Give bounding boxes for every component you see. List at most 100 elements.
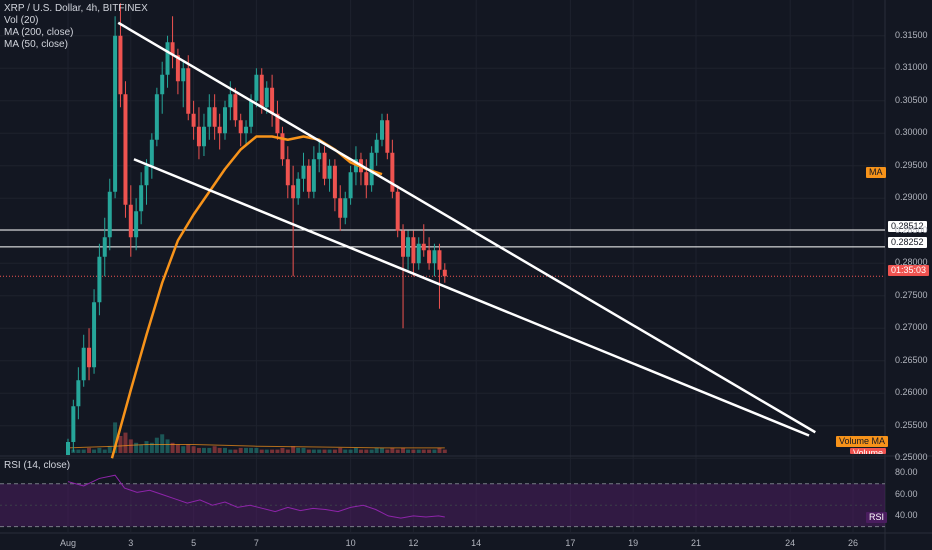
volume-bar [270,449,275,453]
volume-bar [275,449,280,453]
candle [380,120,384,140]
price-tick-label: 0.25500 [895,419,928,430]
volume-bar [128,439,133,453]
volume-bar [228,449,233,453]
candle [71,406,76,442]
volume-bar [123,432,128,453]
candle [421,243,426,251]
candle [280,133,285,160]
ma200-legend: MA (200, close) [4,27,74,38]
rsi-legend: RSI (14, close) [4,460,71,471]
volume-bar [186,444,191,453]
candle [160,74,165,95]
volume-bar [154,437,159,453]
volume-bar [144,441,149,453]
candle [118,35,123,95]
price-tick-label: 0.25000 [895,452,928,463]
candle [128,204,133,238]
volume-bar [175,444,180,453]
volume-bar [343,449,348,453]
candle [270,87,275,114]
volume-bar [311,449,316,453]
candle [123,94,128,205]
vol-legend: Vol (20) [4,15,39,26]
candle [238,120,243,134]
volume-bar [348,449,353,453]
volume-bar [280,447,285,453]
price-tick-label: 0.27000 [895,322,928,333]
volume-bar [233,449,238,453]
volume-bar [416,449,421,453]
candle [87,347,92,368]
volume-bar [401,447,406,453]
volume-bar [107,446,112,453]
volume-bar [338,447,343,453]
volume-bar [317,449,322,453]
volume-bar [191,446,196,453]
volume-bar [160,434,165,453]
candle [296,178,301,199]
volume-bar [118,436,123,453]
price-tick-label: 0.30500 [895,94,928,105]
volume-bar [427,449,432,453]
candle [249,100,254,127]
volume-bar [437,447,442,453]
rsi-line [67,474,445,519]
candle [217,126,222,134]
time-tick-label: 12 [408,538,419,548]
volume-ma-tag: Volume MA [836,436,889,447]
price-tick-label: 0.28500 [895,224,928,235]
volume-bar [306,449,311,453]
candle [427,250,432,264]
volume-bar [102,449,107,453]
candle [201,126,206,147]
volume-bar [406,449,411,453]
time-tick-label: 19 [628,538,639,548]
volume-bar [134,442,139,453]
price-tick-label: 0.26000 [895,387,928,398]
time-tick-label: 10 [345,538,356,548]
candle [401,230,406,257]
volume-bar [364,449,369,453]
volume-bar [165,439,170,453]
time-tick-label: 17 [565,538,576,548]
trendline [133,158,810,437]
candle [66,442,70,455]
time-tick-label: Aug [59,538,77,548]
candle [348,172,353,199]
volume-bar [296,447,301,453]
volume-bar [322,449,327,453]
candle [196,126,201,147]
volume-bar [432,449,437,453]
candle [207,107,212,127]
price-tick-label: 0.29000 [895,192,928,203]
level-tag-2: 0.28252 [888,237,927,248]
volume-bar [181,446,186,453]
volume-bar [81,449,86,453]
price-tick-label: 0.26500 [895,354,928,365]
candle [385,120,390,153]
volume-bar [196,447,201,453]
level-tag-1: 0.28512 [888,221,927,232]
symbol-legend: XRP / U.S. Dollar, 4h, BITFINEX [4,3,148,14]
volume-bar [97,447,102,453]
candle [395,191,400,231]
time-tick-label: 26 [847,538,859,548]
candle [432,250,437,264]
candle [223,107,227,134]
volume-bar [285,449,290,453]
volume-bar [201,447,206,453]
volume-bar [238,447,243,453]
candle [306,165,311,192]
volume-bar [87,447,92,453]
candle [406,237,411,257]
rsi-tick-label: 80.00 [895,467,918,478]
candle [144,165,149,186]
time-tick-label: 5 [191,538,197,548]
volume-bar [301,447,306,453]
candle [181,68,186,82]
price-tick-label: 0.31000 [895,62,928,73]
candle [442,269,447,277]
ma50-legend: MA (50, close) [4,39,68,50]
